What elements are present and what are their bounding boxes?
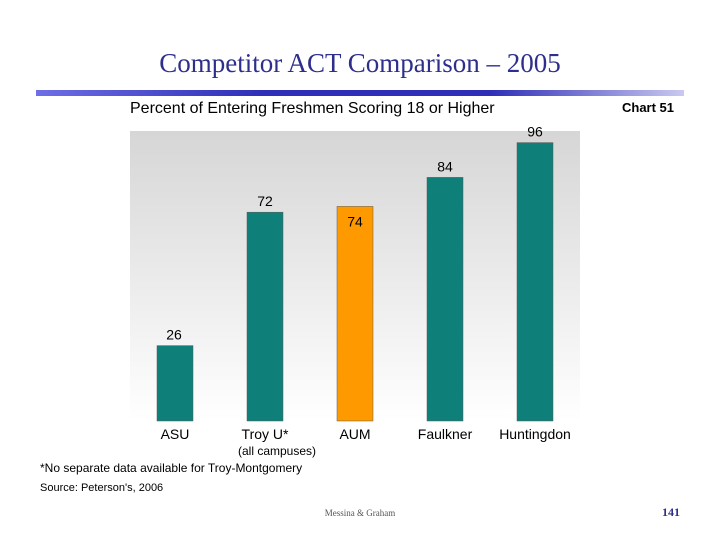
x-tick-label-aum: AUM	[339, 426, 370, 442]
data-label-aum: 74	[347, 213, 363, 229]
data-label-troy-u: 72	[257, 193, 273, 209]
slide-title: Competitor ACT Comparison – 2005	[159, 48, 561, 78]
page-number: 141	[662, 505, 680, 519]
bar-troy-u	[246, 211, 284, 422]
title-divider	[36, 90, 684, 96]
x-tick-label-asu: ASU	[161, 426, 190, 442]
bar-huntingdon	[516, 142, 554, 422]
footnote: *No separate data available for Troy-Mon…	[40, 461, 303, 475]
source-note: Source: Peterson's, 2006	[40, 482, 164, 494]
bar-faulkner	[426, 177, 464, 422]
data-label-asu: 26	[166, 327, 182, 343]
bar-aum	[336, 206, 374, 422]
x-tick-label-huntingdon: Huntingdon	[499, 426, 571, 442]
data-label-huntingdon: 96	[527, 124, 543, 140]
x-tick-sublabel-troy-u: (all campuses)	[238, 444, 316, 458]
x-tick-label-faulkner: Faulkner	[418, 426, 473, 442]
x-tick-label-troy-u: Troy U*	[242, 426, 289, 442]
data-label-faulkner: 84	[437, 158, 453, 174]
chart-number: Chart 51	[622, 100, 675, 115]
chart-title: Percent of Entering Freshmen Scoring 18 …	[130, 100, 495, 117]
authors: Messina & Graham	[324, 508, 396, 518]
bar-asu	[156, 345, 194, 422]
